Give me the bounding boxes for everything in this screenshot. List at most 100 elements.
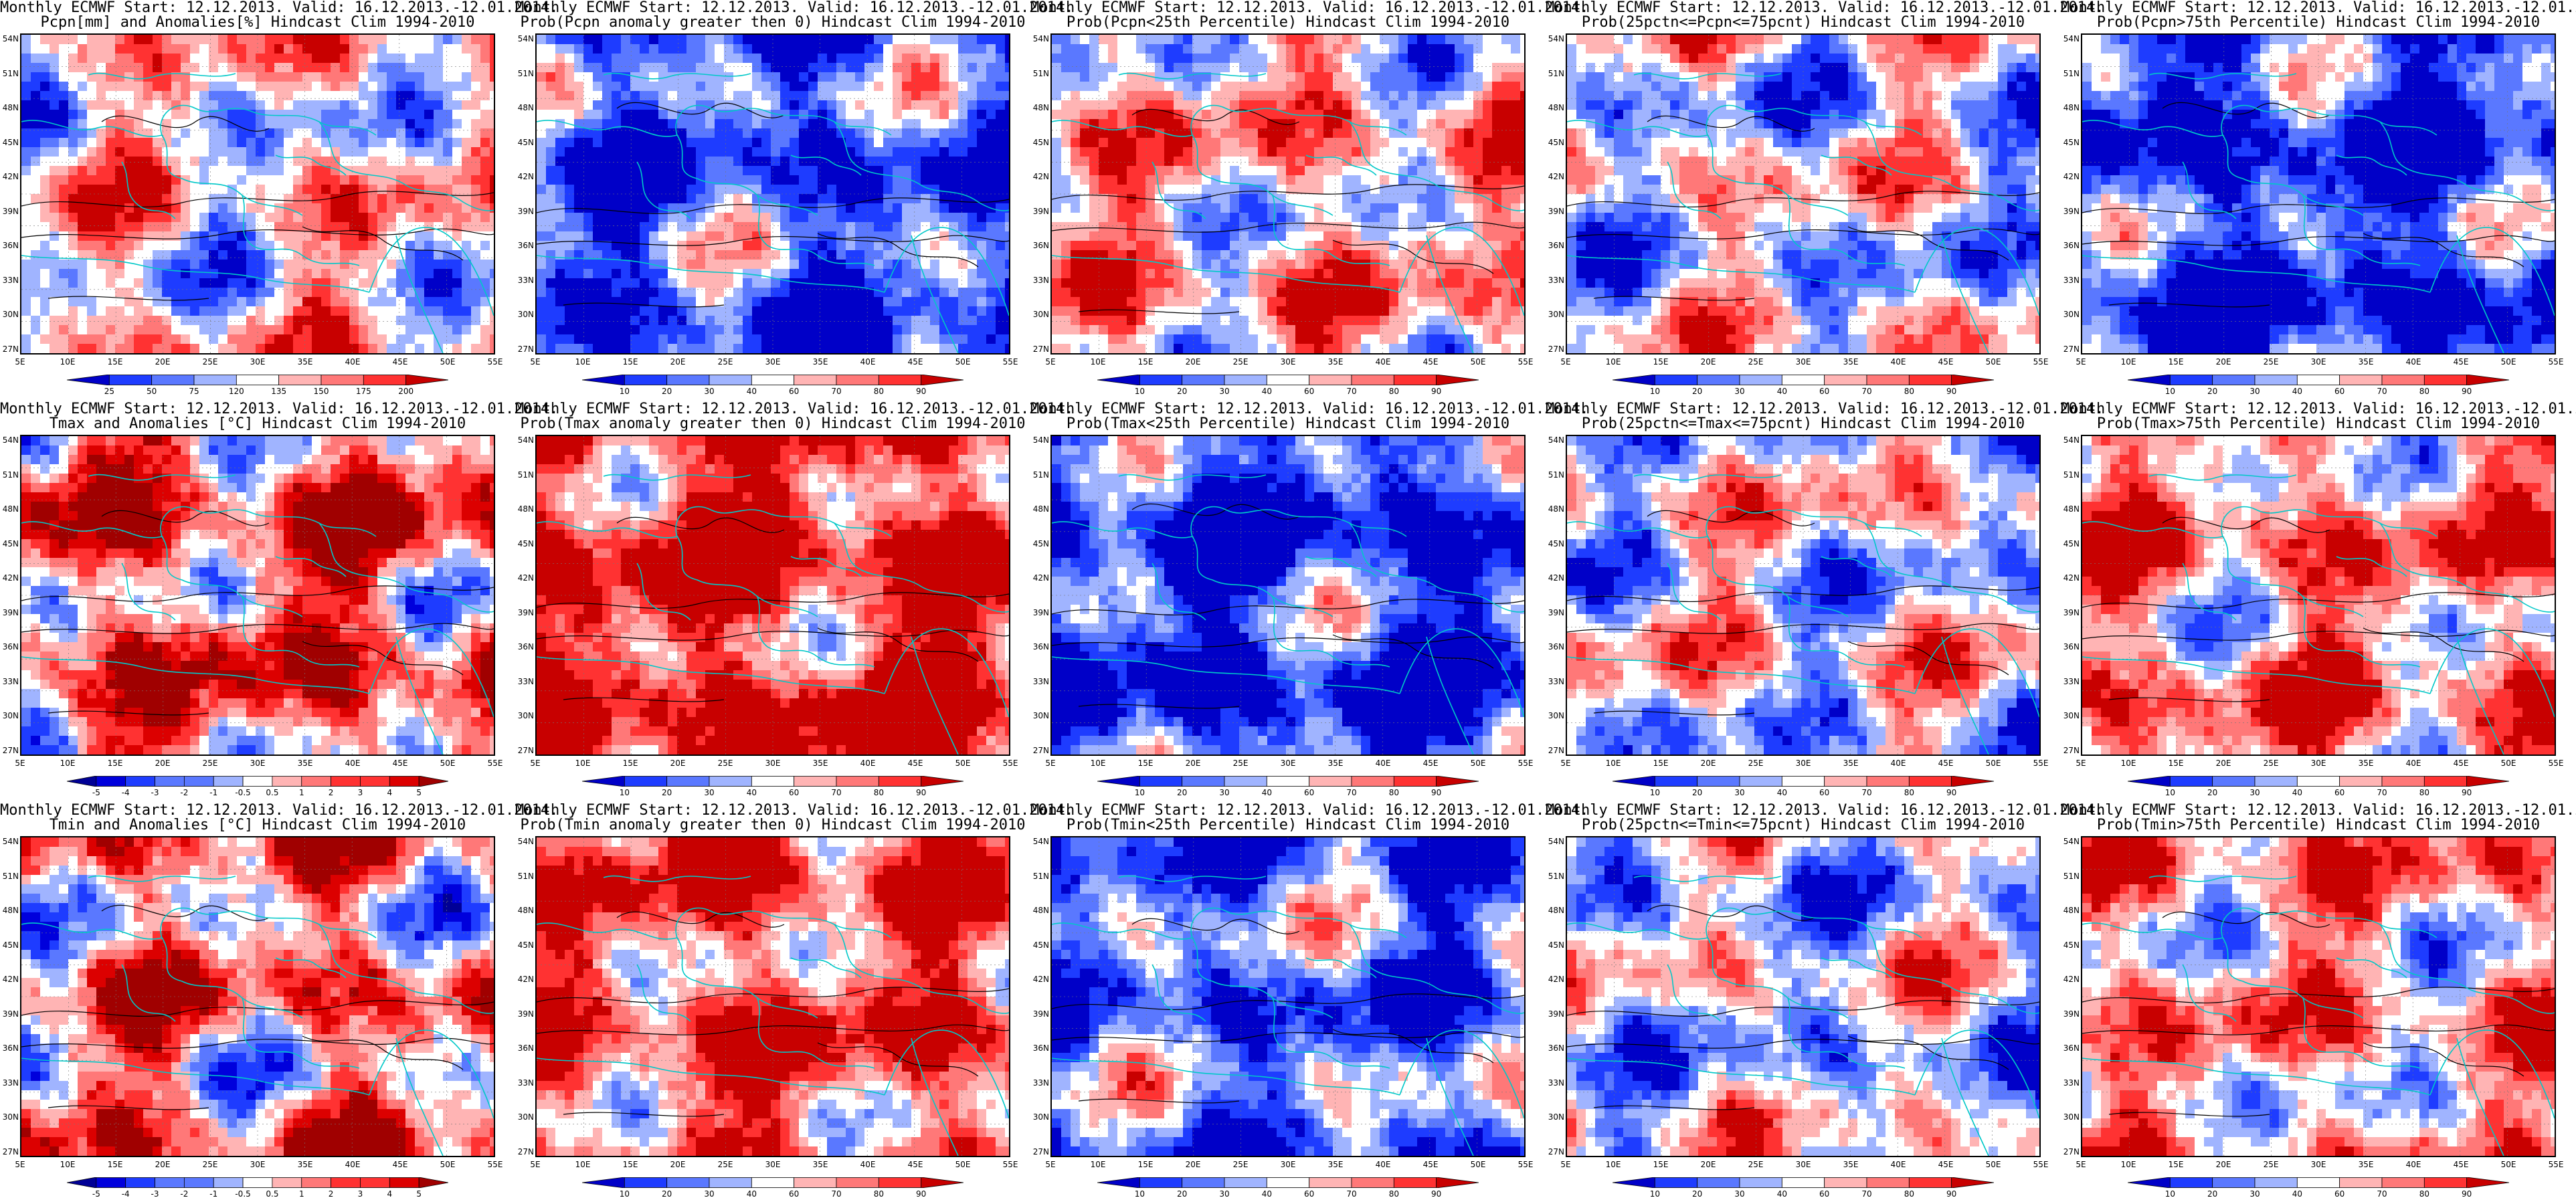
- longitude-label: 30E: [250, 357, 266, 367]
- longitude-label: 55E: [2033, 357, 2049, 367]
- longitude-label: 20E: [670, 759, 686, 768]
- panel-title-line1: Monthly ECMWF Start: 12.12.2013. Valid: …: [2061, 0, 2576, 16]
- colorbar-tick-label: 4: [387, 788, 392, 797]
- longitude-label: 5E: [1045, 759, 1055, 768]
- longitude-label: 45E: [1938, 357, 1954, 367]
- forecast-panel-p8: Monthly ECMWF Start: 12.12.2013. Valid: …: [1030, 401, 1588, 803]
- forecast-panel-p4: Monthly ECMWF Start: 12.12.2013. Valid: …: [1546, 0, 2104, 401]
- longitude-label: 30E: [2311, 759, 2326, 768]
- longitude-label: 30E: [1796, 759, 1811, 768]
- colorbar-tick-label: 10: [1135, 1189, 1145, 1199]
- longitude-label: 30E: [1281, 357, 1296, 367]
- colorbar: [1097, 776, 1479, 787]
- latitude-label: 51N: [2061, 872, 2080, 881]
- latitude-label: 54N: [515, 837, 534, 846]
- latitude-label: 51N: [0, 470, 19, 480]
- longitude-label: 15E: [1653, 759, 1669, 768]
- latitude-label: 45N: [0, 940, 19, 950]
- forecast-panel-p6: Monthly ECMWF Start: 12.12.2013. Valid: …: [0, 401, 558, 803]
- latitude-label: 36N: [1546, 241, 1564, 250]
- latitude-label: 30N: [515, 1112, 534, 1122]
- longitude-label: 25E: [1233, 357, 1249, 367]
- latitude-label: 48N: [1030, 103, 1049, 112]
- colorbar-tick-label: 40: [747, 1189, 757, 1199]
- latitude-label: 36N: [2061, 1043, 2080, 1053]
- panel-title-line2: Prob(Tmin<25th Percentile) Hindcast Clim…: [1030, 817, 1546, 833]
- longitude-label: 40E: [345, 759, 361, 768]
- latitude-label: 45N: [1030, 138, 1049, 147]
- colorbar-tick-label: 30: [1734, 788, 1744, 797]
- latitude-label: 48N: [515, 504, 534, 514]
- latitude-label: 54N: [1546, 435, 1564, 445]
- colorbar-tick-label: 40: [747, 387, 757, 396]
- longitude-label: 45E: [908, 759, 923, 768]
- latitude-label: 45N: [0, 539, 19, 548]
- colorbar-tick-label: 75: [189, 387, 199, 396]
- latitude-label: 27N: [1030, 1147, 1049, 1157]
- colorbar-tick-label: 60: [789, 788, 799, 797]
- longitude-label: 25E: [718, 759, 733, 768]
- longitude-label: 45E: [1423, 357, 1439, 367]
- latitude-label: 42N: [1030, 573, 1049, 583]
- latitude-label: 33N: [0, 677, 19, 686]
- longitude-label: 55E: [2549, 357, 2564, 367]
- longitude-label: 50E: [440, 759, 456, 768]
- latitude-label: 51N: [2061, 69, 2080, 78]
- forecast-map: [535, 435, 1010, 756]
- map-field: [1567, 837, 2039, 1156]
- colorbar-tick-label: 90: [1431, 1189, 1441, 1199]
- longitude-label: 15E: [623, 759, 638, 768]
- longitude-label: 50E: [1986, 759, 2001, 768]
- panel-title-line1: Monthly ECMWF Start: 12.12.2013. Valid: …: [2061, 803, 2576, 819]
- colorbar-tick-label: 40: [1262, 1189, 1272, 1199]
- longitude-label: 10E: [1606, 357, 1621, 367]
- map-field: [1567, 35, 2039, 353]
- panel-title-line2: Prob(Tmax>75th Percentile) Hindcast Clim…: [2061, 416, 2576, 432]
- forecast-map: [535, 836, 1010, 1157]
- latitude-label: 45N: [515, 940, 534, 950]
- latitude-label: 45N: [2061, 539, 2080, 548]
- panel-title-line2: Prob(Pcpn<25th Percentile) Hindcast Clim…: [1030, 15, 1546, 31]
- colorbar-tick-label: 30: [704, 1189, 714, 1199]
- longitude-label: 50E: [2501, 759, 2516, 768]
- colorbar-tick-label: 40: [747, 788, 757, 797]
- map-field: [21, 837, 494, 1156]
- longitude-label: 30E: [765, 1160, 781, 1169]
- longitude-label: 30E: [250, 1160, 266, 1169]
- longitude-label: 5E: [1560, 357, 1570, 367]
- longitude-label: 10E: [60, 357, 76, 367]
- latitude-label: 48N: [1546, 906, 1564, 915]
- colorbar-tick-label: 60: [2334, 387, 2344, 396]
- colorbar-tick-label: 20: [2207, 387, 2217, 396]
- longitude-label: 45E: [2454, 357, 2469, 367]
- colorbar-tick-label: 200: [398, 387, 413, 396]
- longitude-label: 25E: [1748, 1160, 1764, 1169]
- latitude-label: 39N: [515, 1009, 534, 1019]
- colorbar-tick-label: 10: [1650, 387, 1660, 396]
- longitude-label: 20E: [155, 357, 171, 367]
- longitude-label: 20E: [670, 1160, 686, 1169]
- longitude-label: 40E: [860, 759, 876, 768]
- latitude-label: 36N: [0, 241, 19, 250]
- latitude-label: 45N: [515, 539, 534, 548]
- longitude-label: 15E: [1138, 357, 1154, 367]
- colorbar-tick-label: 25: [104, 387, 114, 396]
- panel-title-line2: Pcpn[mm] and Anomalies[%] Hindcast Clim …: [0, 15, 515, 31]
- latitude-label: 54N: [0, 837, 19, 846]
- latitude-label: 27N: [0, 746, 19, 755]
- map-field: [1567, 436, 2039, 755]
- colorbar-tick-label: 70: [2377, 788, 2387, 797]
- panel-title-line1: Monthly ECMWF Start: 12.12.2013. Valid: …: [0, 0, 558, 16]
- latitude-label: 36N: [1546, 642, 1564, 651]
- colorbar-tick-label: 90: [916, 387, 926, 396]
- colorbar-tick-label: 60: [1304, 1189, 1314, 1199]
- longitude-label: 20E: [2216, 1160, 2231, 1169]
- map-field: [21, 35, 494, 353]
- colorbar-tick-label: 90: [1431, 387, 1441, 396]
- longitude-label: 30E: [1281, 759, 1296, 768]
- latitude-label: 33N: [1546, 276, 1564, 285]
- colorbar-tick-label: 90: [2462, 1189, 2472, 1199]
- latitude-label: 33N: [0, 1078, 19, 1088]
- longitude-label: 35E: [1328, 357, 1344, 367]
